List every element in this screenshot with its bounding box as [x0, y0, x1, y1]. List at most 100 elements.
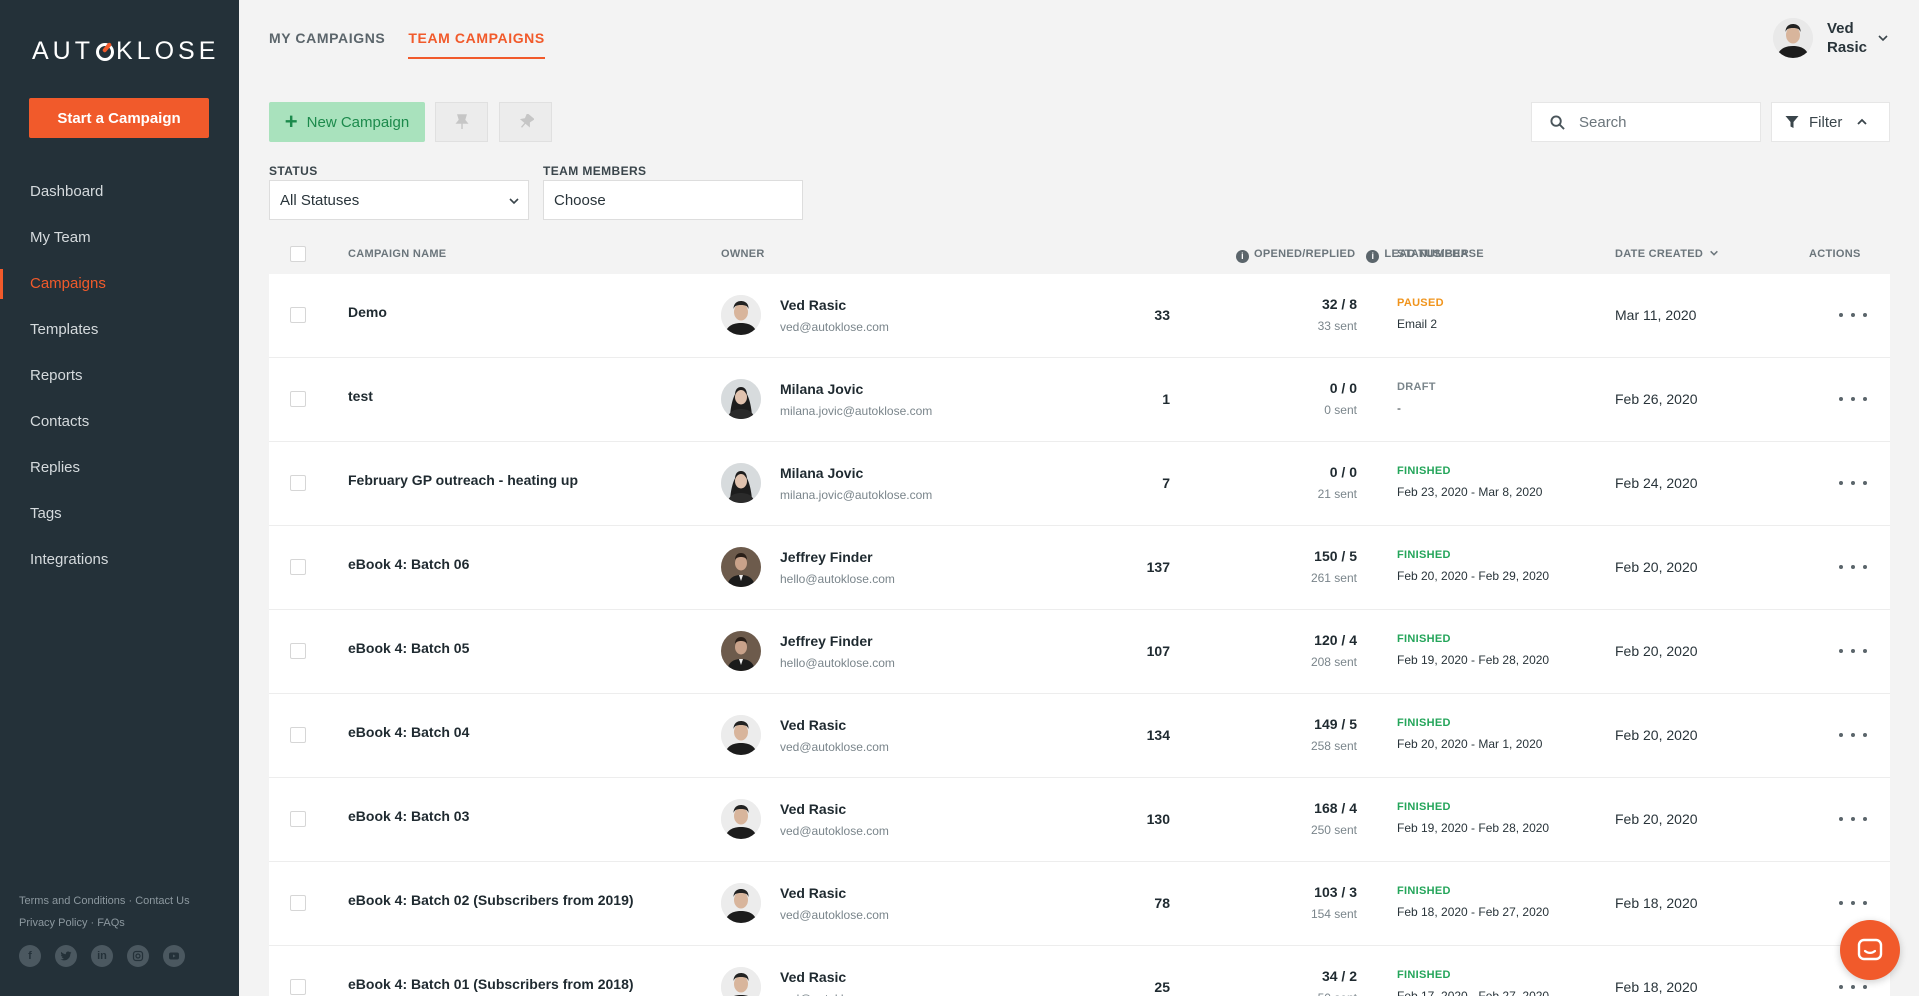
table-row[interactable]: test Milana Jovic milana.jovic@autoklose.c…: [269, 358, 1890, 442]
more-actions-icon[interactable]: [1839, 641, 1867, 661]
more-actions-icon[interactable]: [1839, 305, 1867, 325]
table-row[interactable]: eBook 4: Batch 06 Jeffrey Finder hello@aut…: [269, 526, 1890, 610]
status-select[interactable]: All Statuses: [269, 180, 529, 220]
tab-team-campaigns[interactable]: TEAM CAMPAIGNS: [408, 30, 545, 59]
header-date-created[interactable]: DATE CREATED: [1615, 236, 1719, 272]
row-checkbox[interactable]: [290, 559, 306, 575]
unpin-button[interactable]: [499, 102, 552, 142]
header-campaign-name[interactable]: CAMPAIGN NAME: [348, 248, 447, 260]
campaign-name[interactable]: eBook 4: Batch 04: [348, 724, 470, 740]
campaign-name[interactable]: Demo: [348, 304, 387, 320]
more-actions-icon[interactable]: [1839, 725, 1867, 745]
lead-number: 33: [1154, 307, 1170, 323]
chat-button[interactable]: [1840, 920, 1900, 980]
chevron-up-icon: [1857, 118, 1867, 125]
sidebar-item-reports[interactable]: Reports: [30, 367, 83, 384]
plus-icon: +: [284, 109, 298, 134]
owner-info: Jeffrey Finder hello@autoklose.com: [780, 549, 895, 586]
header-opened-replied[interactable]: i OPENED/REPLIED: [1236, 236, 1355, 272]
more-actions-icon[interactable]: [1839, 473, 1867, 493]
sent-count: 154 sent: [1310, 907, 1357, 921]
sidebar-item-replies[interactable]: Replies: [30, 459, 81, 476]
sidebar-item-contacts[interactable]: Contacts: [30, 413, 90, 430]
status-cell: FINISHED Feb 18, 2020 - Feb 27, 2020: [1397, 885, 1549, 919]
campaign-name[interactable]: test: [348, 388, 373, 404]
opened-replied-cell: 32 / 8 33 sent: [1318, 296, 1357, 333]
header-lead-number[interactable]: i LEAD NUMBER: [1366, 236, 1469, 272]
select-all-checkbox[interactable]: [290, 246, 306, 262]
sent-count: 208 sent: [1310, 655, 1357, 669]
more-actions-icon[interactable]: [1839, 809, 1867, 829]
status-phase: Feb 18, 2020 - Feb 27, 2020: [1397, 905, 1550, 919]
table-row[interactable]: Demo Ved Rasic ved@autoklose.com 33 32 / 8 33…: [269, 274, 1890, 358]
team-members-select[interactable]: Choose: [543, 180, 803, 220]
campaign-name[interactable]: eBook 4: Batch 02 (Subscribers from 2019…: [348, 892, 634, 908]
owner-email: milana.jovic@autoklose.com: [780, 487, 933, 502]
tab-my-campaigns[interactable]: MY CAMPAIGNS: [269, 30, 386, 46]
owner-cell: Ved Rasic ved@autoklose.com: [721, 715, 889, 755]
status-cell: PAUSED Email 2: [1397, 297, 1444, 331]
table-row[interactable]: eBook 4: Batch 05 Jeffrey Finder hello@aut…: [269, 610, 1890, 694]
logo-text-post: KLOSE: [116, 37, 220, 65]
date-created: Feb 18, 2020: [1615, 895, 1698, 911]
campaign-name[interactable]: eBook 4: Batch 05: [348, 640, 470, 656]
row-checkbox[interactable]: [290, 895, 306, 911]
twitter-icon[interactable]: [55, 945, 77, 967]
filter-button[interactable]: Filter: [1771, 102, 1890, 142]
opened-replied: 32 / 8: [1321, 296, 1357, 312]
more-actions-icon[interactable]: [1839, 893, 1867, 913]
header-status-phase[interactable]: STATUS/PHASE: [1397, 248, 1484, 260]
row-checkbox[interactable]: [290, 727, 306, 743]
table-row[interactable]: eBook 4: Batch 03 Ved Rasic ved@autoklose.…: [269, 778, 1890, 862]
sidebar-item-dashboard[interactable]: Dashboard: [30, 183, 104, 200]
new-campaign-button[interactable]: + New Campaign: [269, 102, 425, 142]
row-checkbox[interactable]: [290, 307, 306, 323]
filter-label: Filter: [1809, 113, 1843, 131]
row-checkbox[interactable]: [290, 811, 306, 827]
sidebar-item-my-team[interactable]: My Team: [30, 229, 91, 246]
terms-link[interactable]: Terms and Conditions: [19, 895, 126, 907]
youtube-icon[interactable]: [163, 945, 185, 967]
table-row[interactable]: eBook 4: Batch 04 Ved Rasic ved@autoklose.…: [269, 694, 1890, 778]
linkedin-icon[interactable]: in: [91, 945, 113, 967]
owner-cell: Ved Rasic ved@autoklose.com: [721, 883, 889, 923]
row-checkbox[interactable]: [290, 475, 306, 491]
sent-count: 250 sent: [1310, 823, 1357, 837]
header-owner[interactable]: OWNER: [721, 248, 765, 260]
sidebar-item-integrations[interactable]: Integrations: [30, 551, 109, 568]
table-row[interactable]: February GP outreach - heating up Milana …: [269, 442, 1890, 526]
header-actions: ACTIONS: [1809, 248, 1861, 260]
more-actions-icon[interactable]: [1839, 557, 1867, 577]
start-campaign-button[interactable]: Start a Campaign: [29, 98, 209, 138]
more-actions-icon[interactable]: [1839, 389, 1867, 409]
lead-number: 130: [1146, 811, 1170, 827]
row-checkbox[interactable]: [290, 391, 306, 407]
faqs-link[interactable]: FAQs: [97, 917, 125, 929]
campaign-name[interactable]: eBook 4: Batch 06: [348, 556, 470, 572]
campaign-name[interactable]: February GP outreach - heating up: [348, 472, 579, 488]
search-input[interactable]: [1579, 113, 1739, 131]
user-menu[interactable]: Ved Rasic: [1773, 18, 1889, 58]
table-row[interactable]: eBook 4: Batch 01 (Subscribers from 2018…: [269, 946, 1890, 996]
date-created: Feb 26, 2020: [1615, 391, 1698, 407]
campaign-name[interactable]: eBook 4: Batch 03: [348, 808, 470, 824]
pin-button[interactable]: [435, 102, 488, 142]
autoklose-logo[interactable]: AUT KLOSE: [32, 37, 219, 66]
more-actions-icon[interactable]: [1839, 977, 1867, 996]
row-checkbox[interactable]: [290, 979, 306, 995]
contact-link[interactable]: Contact Us: [135, 895, 190, 907]
facebook-icon[interactable]: f: [19, 945, 41, 967]
row-checkbox[interactable]: [290, 643, 306, 659]
campaign-name[interactable]: eBook 4: Batch 01 (Subscribers from 2018…: [348, 976, 634, 992]
user-first-name: Ved: [1827, 20, 1854, 37]
sidebar-item-templates[interactable]: Templates: [30, 321, 99, 338]
info-icon[interactable]: i: [1366, 250, 1380, 263]
privacy-link[interactable]: Privacy Policy: [19, 917, 88, 929]
instagram-icon[interactable]: [127, 945, 149, 967]
info-icon[interactable]: i: [1236, 250, 1249, 263]
sidebar-item-campaigns[interactable]: Campaigns: [0, 261, 239, 307]
table-row[interactable]: eBook 4: Batch 02 (Subscribers from 2019…: [269, 862, 1890, 946]
lead-number: 134: [1146, 727, 1170, 743]
owner-name: Jeffrey Finder: [780, 632, 873, 649]
sidebar-item-tags[interactable]: Tags: [30, 505, 62, 522]
